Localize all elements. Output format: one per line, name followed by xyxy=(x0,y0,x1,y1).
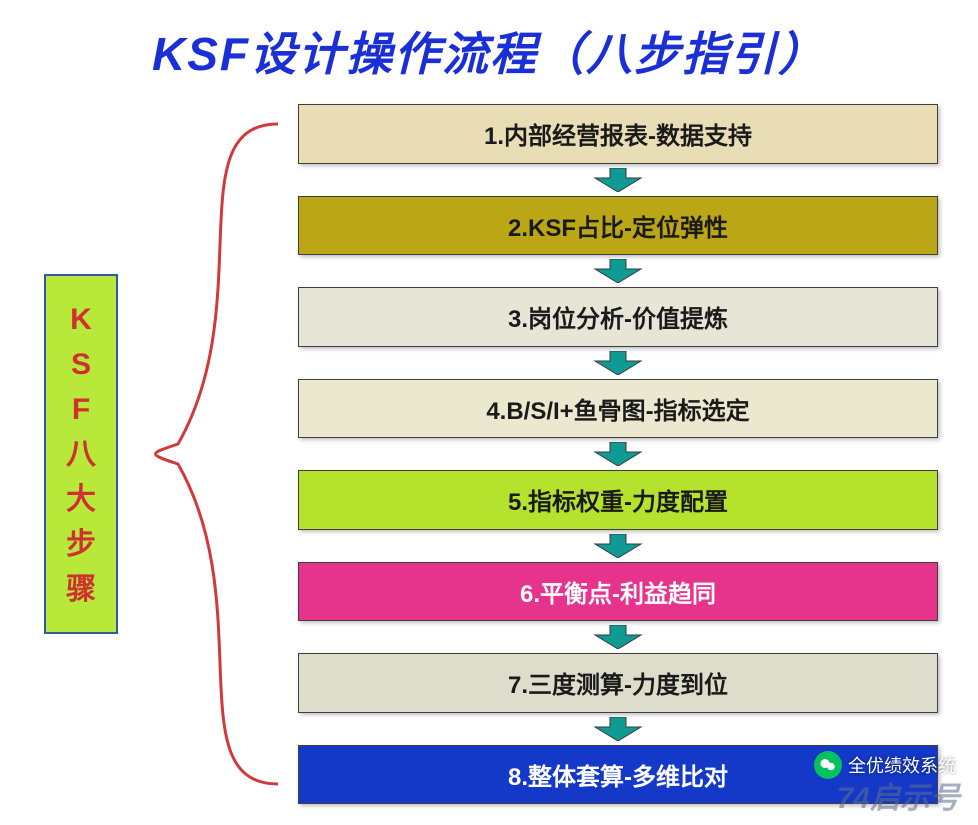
down-arrow-icon xyxy=(593,168,643,192)
down-arrow-icon xyxy=(593,717,643,741)
step-box-4: 4.B/S/I+鱼骨图-指标选定 xyxy=(298,379,938,439)
step-box-1: 1.内部经营报表-数据支持 xyxy=(298,104,938,164)
down-arrow-icon xyxy=(593,534,643,558)
page-title: KSF设计操作流程（八步指引） xyxy=(0,0,978,84)
content-area: KSF八大步骤 1.内部经营报表-数据支持 2.KSF占比-定位弹性 3.岗位分… xyxy=(0,84,978,804)
step-label: 5.指标权重-力度配置 xyxy=(508,482,728,517)
step-label: 7.三度测算-力度到位 xyxy=(508,665,728,700)
sidebar-char: F xyxy=(72,387,90,432)
step-label: 1.内部经营报表-数据支持 xyxy=(484,116,752,151)
sidebar-char: 骤 xyxy=(66,567,96,612)
step-box-2: 2.KSF占比-定位弹性 xyxy=(298,196,938,256)
sidebar-char: S xyxy=(71,342,91,387)
down-arrow-icon xyxy=(593,442,643,466)
sidebar-char: K xyxy=(70,297,92,342)
corner-watermark: 74启示号 xyxy=(837,773,960,817)
down-arrow-icon xyxy=(593,259,643,283)
step-label: 2.KSF占比-定位弹性 xyxy=(508,208,728,243)
sidebar-char: 大 xyxy=(66,477,96,522)
sidebar-char: 八 xyxy=(66,432,96,477)
step-box-3: 3.岗位分析-价值提炼 xyxy=(298,287,938,347)
steps-column: 1.内部经营报表-数据支持 2.KSF占比-定位弹性 3.岗位分析-价值提炼 4… xyxy=(298,104,948,804)
step-label: 4.B/S/I+鱼骨图-指标选定 xyxy=(486,391,749,426)
step-box-6: 6.平衡点-利益趋同 xyxy=(298,562,938,622)
down-arrow-icon xyxy=(593,351,643,375)
step-label: 6.平衡点-利益趋同 xyxy=(520,574,716,609)
corner-watermark-text: 74启示号 xyxy=(837,782,960,815)
step-label: 8.整体套算-多维比对 xyxy=(508,757,728,792)
down-arrow-icon xyxy=(593,625,643,649)
sidebar-char: 步 xyxy=(66,522,96,567)
sidebar-label-box: KSF八大步骤 xyxy=(44,274,118,634)
step-label: 3.岗位分析-价值提炼 xyxy=(508,299,728,334)
step-box-7: 7.三度测算-力度到位 xyxy=(298,653,938,713)
title-text: KSF设计操作流程（八步指引） xyxy=(152,28,826,80)
step-box-5: 5.指标权重-力度配置 xyxy=(298,470,938,530)
curly-brace xyxy=(118,104,298,804)
